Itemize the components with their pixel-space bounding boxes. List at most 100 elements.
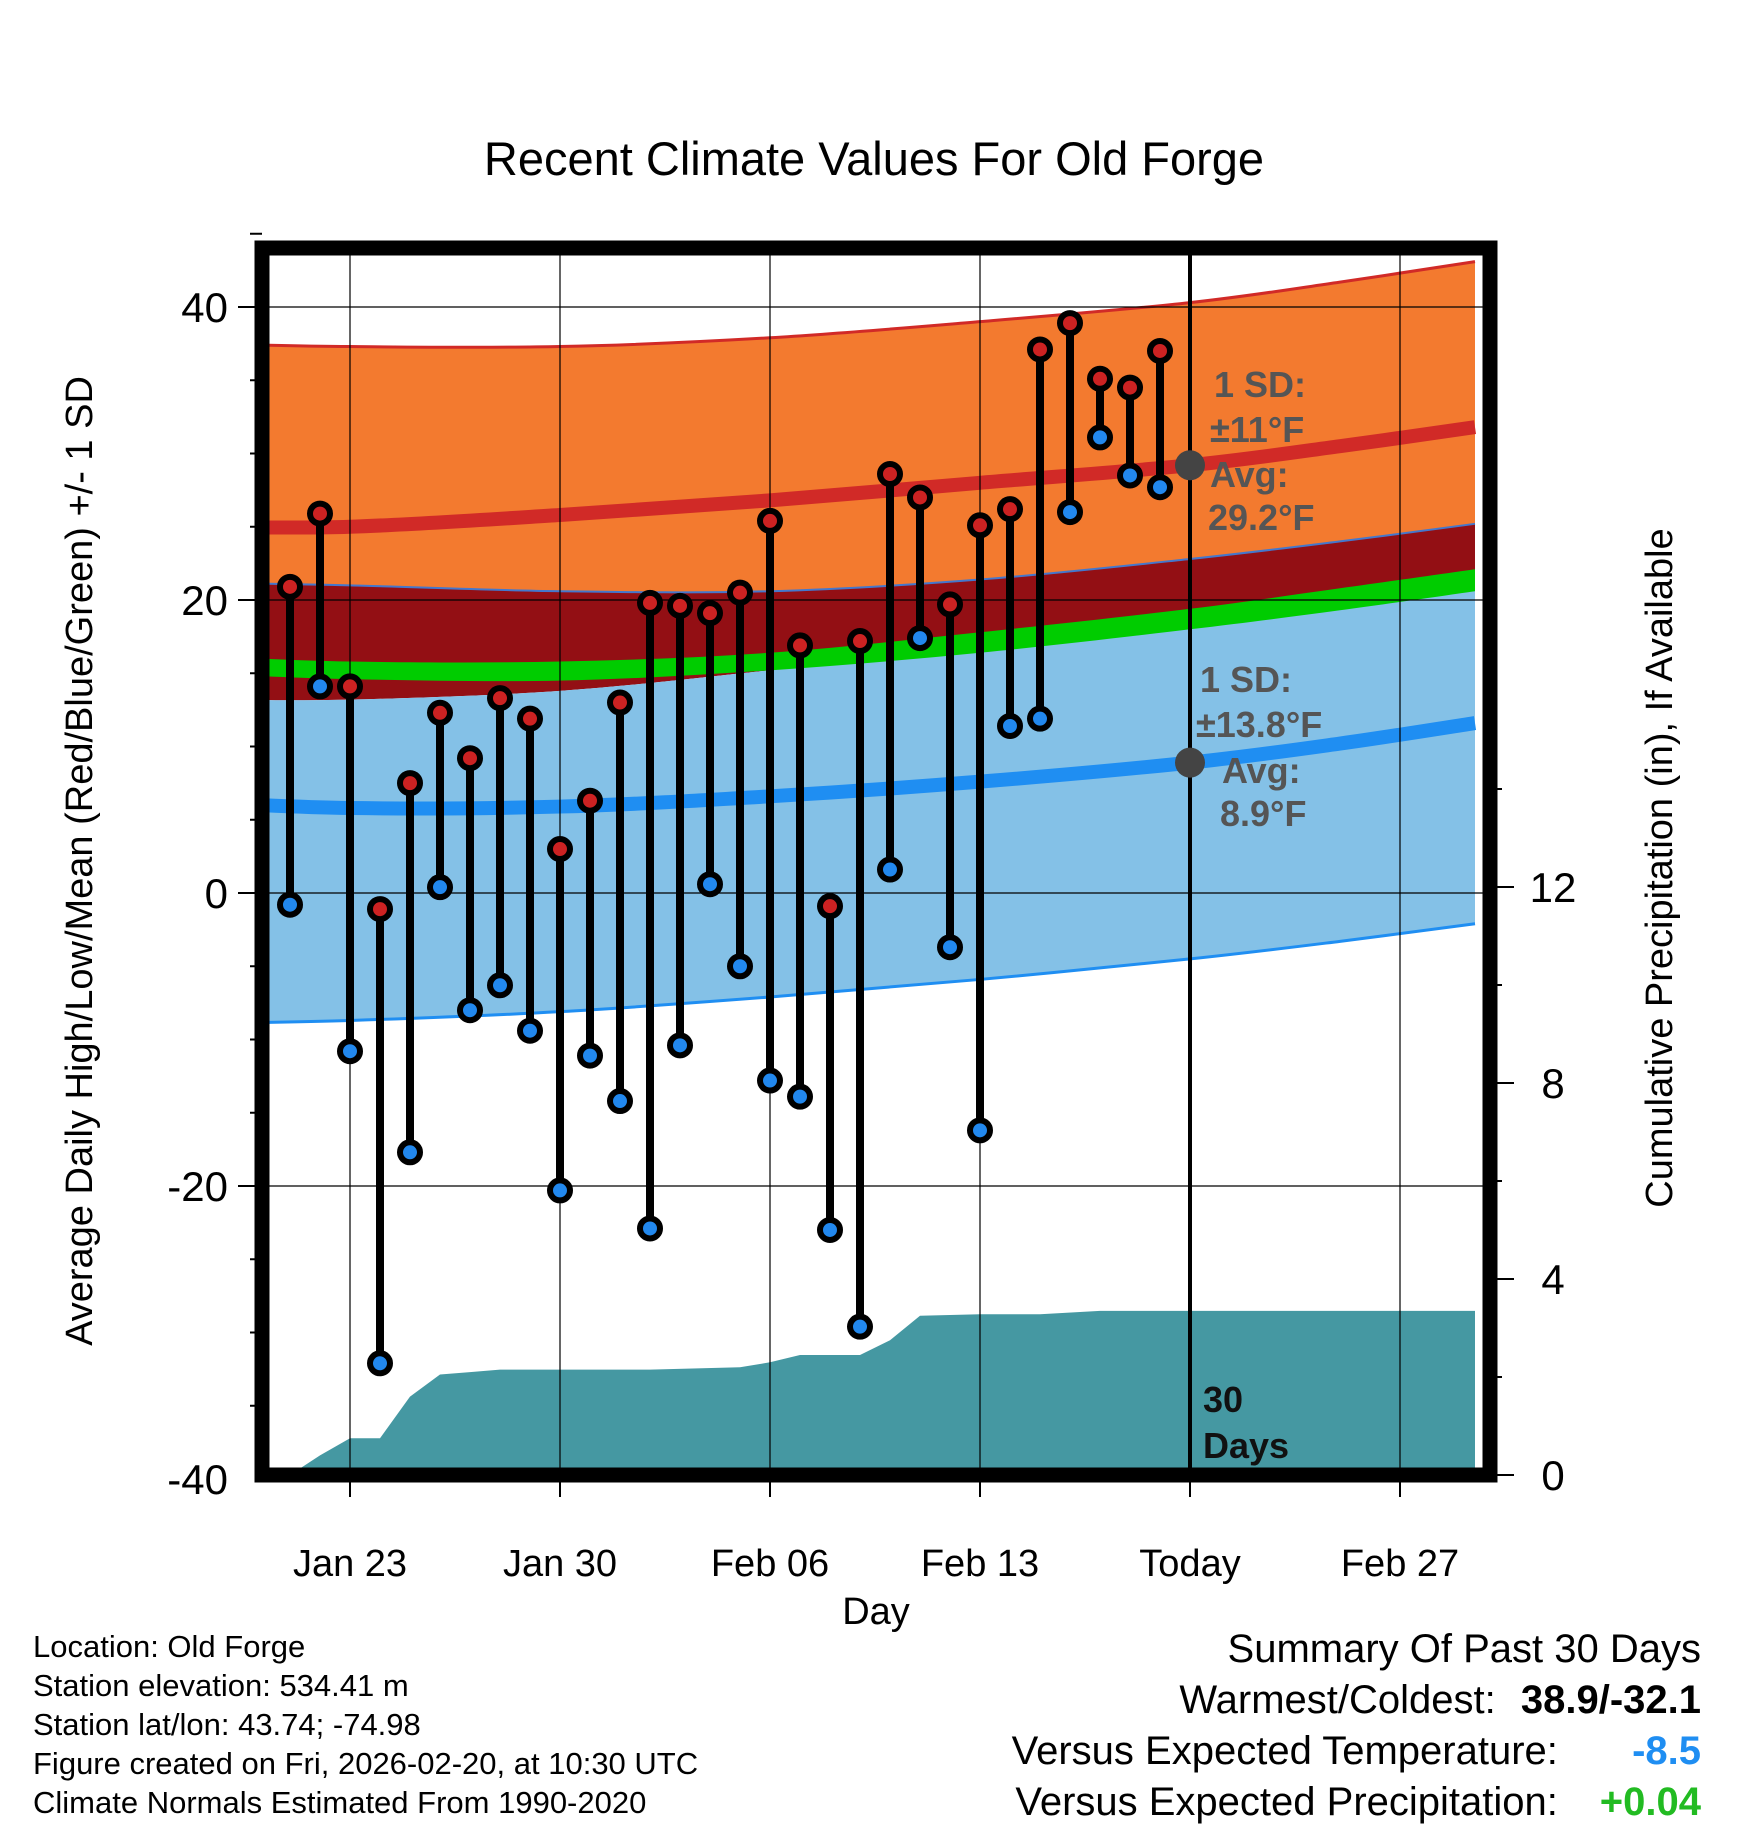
observed-low-point bbox=[397, 1139, 423, 1166]
y-left-tick-label: 0 bbox=[205, 870, 228, 917]
observed-high-point bbox=[1027, 336, 1053, 363]
observed-low-point bbox=[457, 997, 483, 1024]
observed-low-point bbox=[277, 891, 303, 918]
observed-high-point bbox=[607, 689, 633, 716]
low-avg-label: Avg: bbox=[1222, 750, 1301, 791]
summary-warm-cold: Warmest/Coldest: 38.9/-32.1 bbox=[1179, 1678, 1701, 1723]
observed-high-point bbox=[397, 770, 423, 797]
y-left-tick-label: 40 bbox=[181, 284, 228, 331]
observed-low-point bbox=[427, 874, 453, 901]
days-count-label: 30 bbox=[1203, 1379, 1243, 1420]
observed-low-point bbox=[577, 1042, 603, 1069]
station-info: Location: Old Forge Station elevation: 5… bbox=[33, 1627, 698, 1822]
warm-cold-label: Warmest/Coldest: bbox=[1179, 1678, 1496, 1722]
y-right-tick-label: 0 bbox=[1541, 1452, 1564, 1499]
high-sd-value: ±11°F bbox=[1210, 409, 1304, 450]
observed-high-point bbox=[277, 573, 303, 600]
precip-value: +0.04 bbox=[1599, 1780, 1701, 1824]
y-left-tick-label: -20 bbox=[167, 1163, 228, 1210]
days-word-label: Days bbox=[1203, 1425, 1289, 1466]
observed-low-point bbox=[637, 1215, 663, 1242]
observed-high-point bbox=[1117, 374, 1143, 401]
observed-low-point bbox=[1117, 462, 1143, 489]
y-left-tick-label: 20 bbox=[181, 577, 228, 624]
normal-mean-band bbox=[262, 569, 1475, 682]
high-avg-value: 29.2°F bbox=[1208, 497, 1314, 538]
observed-low-point bbox=[967, 1117, 993, 1144]
observed-high-point bbox=[697, 600, 723, 627]
observed-low-point bbox=[877, 856, 903, 883]
observed-high-point bbox=[787, 632, 813, 659]
observed-low-point bbox=[937, 934, 963, 961]
high-avg-label: Avg: bbox=[1210, 454, 1289, 495]
temp-label: Versus Expected Temperature: bbox=[1011, 1729, 1558, 1773]
observed-low-point bbox=[817, 1216, 843, 1243]
observed-high-point bbox=[427, 699, 453, 726]
y-right-tick-label: 8 bbox=[1541, 1060, 1564, 1107]
observed-high-point bbox=[517, 705, 543, 732]
x-tick-label: Feb 27 bbox=[1341, 1543, 1459, 1585]
warm-cold-value: 38.9/-32.1 bbox=[1520, 1678, 1701, 1722]
y-axis-right-label: Cumulative Precipitation (in), If Availa… bbox=[1639, 528, 1681, 1207]
x-tick-label: Today bbox=[1139, 1543, 1240, 1585]
station-elevation: Station elevation: 534.41 m bbox=[33, 1668, 409, 1703]
observed-low-point bbox=[1027, 705, 1053, 732]
observed-low-point bbox=[907, 625, 933, 652]
observed-high-point bbox=[847, 628, 873, 655]
observed-high-point bbox=[877, 461, 903, 488]
precip-label: Versus Expected Precipitation: bbox=[1015, 1780, 1558, 1824]
precipitation-area bbox=[290, 1310, 1475, 1475]
x-tick-label: Jan 23 bbox=[293, 1543, 407, 1585]
observed-high-point bbox=[367, 896, 393, 923]
observed-high-point bbox=[1147, 337, 1173, 364]
observed-low-point bbox=[367, 1350, 393, 1377]
observed-high-point bbox=[637, 589, 663, 616]
normal-low-band bbox=[262, 586, 1475, 1023]
observed-high-point bbox=[487, 685, 513, 712]
summary-title: Summary Of Past 30 Days bbox=[1227, 1627, 1701, 1671]
observed-high-point bbox=[667, 592, 693, 619]
low-sd-label: 1 SD: bbox=[1200, 659, 1292, 700]
observed-low-point bbox=[547, 1177, 573, 1204]
y-axis-left-label: Average Daily High/Low/Mean (Red/Blue/Gr… bbox=[59, 376, 101, 1346]
x-axis-label: Day bbox=[842, 1591, 910, 1633]
y-left-tick-label: -40 bbox=[167, 1456, 228, 1503]
observed-low-point bbox=[1147, 474, 1173, 501]
observed-high-point bbox=[907, 484, 933, 511]
observed-low-point bbox=[517, 1017, 543, 1044]
figure-created: Figure created on Fri, 2026-02-20, at 10… bbox=[33, 1746, 699, 1781]
observed-low-point bbox=[1057, 499, 1083, 526]
observed-high-point bbox=[997, 496, 1023, 523]
observed-high-point bbox=[457, 745, 483, 772]
observed-low-point bbox=[997, 712, 1023, 739]
climate-normals: Climate Normals Estimated From 1990-2020 bbox=[33, 1785, 647, 1820]
observed-low-point bbox=[307, 673, 333, 700]
observed-low-point bbox=[1087, 424, 1113, 451]
x-tick-label: Jan 30 bbox=[503, 1543, 617, 1585]
observed-low-point bbox=[607, 1088, 633, 1115]
observed-high-point bbox=[307, 500, 333, 527]
observed-low-point bbox=[667, 1032, 693, 1059]
today-low-avg-marker bbox=[1175, 747, 1205, 778]
today-high-avg-marker bbox=[1175, 450, 1205, 481]
observed-high-point bbox=[1087, 365, 1113, 392]
y-right-tick-label: 4 bbox=[1541, 1256, 1564, 1303]
observed-high-point bbox=[937, 591, 963, 618]
observed-high-point bbox=[757, 507, 783, 534]
observed-high-point bbox=[817, 893, 843, 920]
observed-high-point bbox=[727, 579, 753, 606]
low-avg-value: 8.9°F bbox=[1220, 793, 1306, 834]
observed-low-point bbox=[727, 953, 753, 980]
low-sd-value: ±13.8°F bbox=[1196, 704, 1322, 745]
observed-low-point bbox=[757, 1067, 783, 1094]
normal-low-mean-line bbox=[262, 716, 1477, 816]
x-tick-label: Feb 13 bbox=[921, 1543, 1039, 1585]
summary-precip: Versus Expected Precipitation: +0.04 bbox=[1015, 1780, 1701, 1825]
observed-high-point bbox=[577, 787, 603, 814]
observed-high-point bbox=[547, 836, 573, 863]
summary-temp: Versus Expected Temperature: -8.5 bbox=[1012, 1729, 1701, 1774]
observed-low-point bbox=[787, 1083, 813, 1110]
observed-high-point bbox=[337, 673, 363, 700]
observed-high-point bbox=[1057, 310, 1083, 337]
